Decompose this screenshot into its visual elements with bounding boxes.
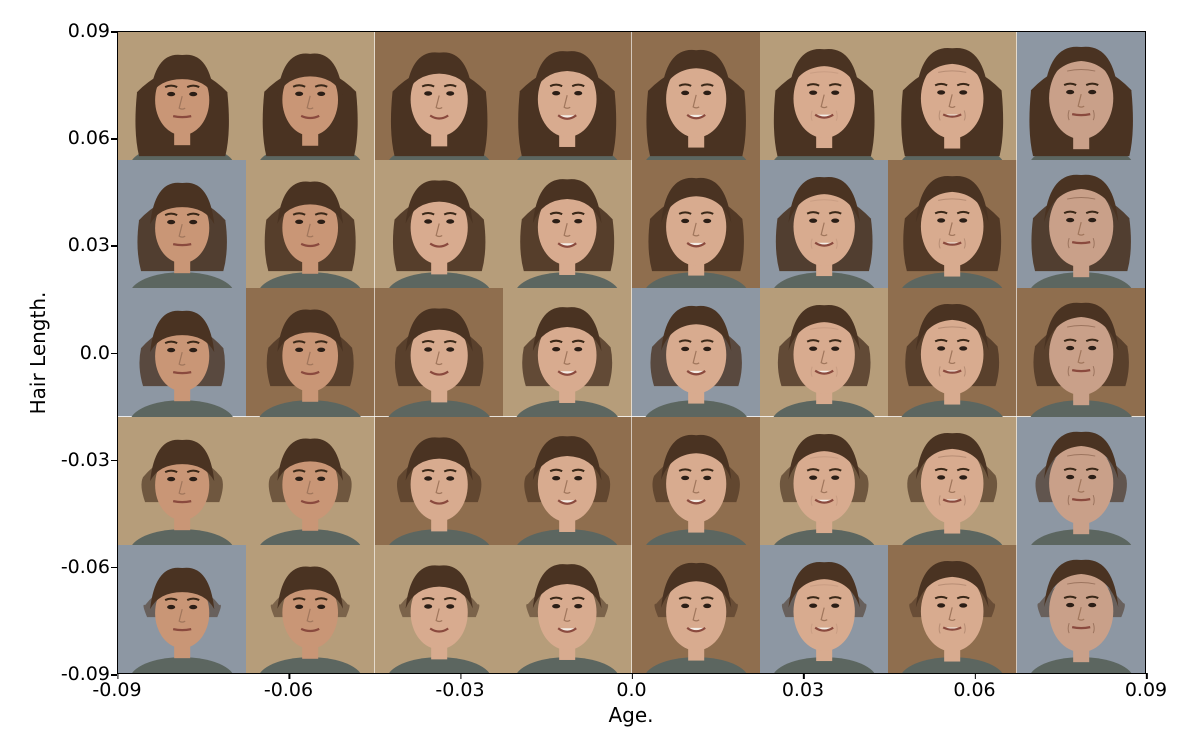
face-portrait: [374, 416, 504, 545]
face-cell: [759, 160, 889, 289]
face-cell: [888, 32, 1017, 161]
image-grid-plot: [117, 31, 1146, 674]
y-tick-label: 0.0: [0, 343, 117, 363]
face-cell: [631, 32, 760, 161]
x-tick-label: 0.0: [616, 673, 647, 701]
face-portrait: [246, 416, 375, 545]
face-cell: [631, 288, 760, 417]
face-portrait: [246, 288, 375, 417]
face-cell: [759, 416, 889, 545]
face-portrait: [374, 288, 504, 417]
face-cell: [888, 416, 1017, 545]
face-portrait: [888, 32, 1017, 161]
x-axis-label: Age.: [608, 703, 654, 727]
face-portrait: [374, 544, 504, 673]
face-cell: [374, 288, 504, 417]
face-portrait: [759, 288, 889, 417]
y-tick-label: 0.09: [0, 21, 117, 41]
face-cell: [888, 288, 1017, 417]
face-cell: [1016, 32, 1145, 161]
x-tick-label: 0.06: [953, 673, 996, 701]
face-cell: [631, 544, 760, 673]
y-tick-label: 0.03: [0, 235, 117, 255]
face-cell: [503, 160, 632, 289]
face-cell: [1016, 160, 1145, 289]
face-portrait: [1016, 544, 1145, 673]
face-portrait: [503, 160, 632, 289]
face-portrait: [118, 416, 247, 545]
face-cell: [374, 32, 504, 161]
face-portrait: [1016, 160, 1145, 289]
face-cell: [759, 544, 889, 673]
face-portrait: [631, 416, 760, 545]
x-tick-label: -0.03: [435, 673, 485, 701]
face-cell: [118, 32, 247, 161]
face-cell: [503, 544, 632, 673]
face-cell: [246, 32, 375, 161]
face-portrait: [759, 416, 889, 545]
y-axis-label: Hair Length.: [26, 291, 50, 415]
face-cell: [1016, 544, 1145, 673]
face-grid: [118, 32, 1145, 673]
face-portrait: [503, 32, 632, 161]
face-cell: [631, 160, 760, 289]
face-cell: [503, 32, 632, 161]
face-portrait: [759, 544, 889, 673]
face-cell: [888, 160, 1017, 289]
face-portrait: [888, 160, 1017, 289]
face-portrait: [759, 160, 889, 289]
face-cell: [246, 160, 375, 289]
y-tick-label: -0.06: [0, 557, 117, 577]
face-cell: [503, 288, 632, 417]
face-portrait: [631, 288, 760, 417]
face-portrait: [118, 288, 247, 417]
face-portrait: [503, 416, 632, 545]
face-cell: [374, 416, 504, 545]
face-portrait: [374, 160, 504, 289]
x-tick-label: -0.09: [92, 673, 142, 701]
face-portrait: [1016, 288, 1145, 417]
face-portrait: [759, 32, 889, 161]
face-cell: [888, 544, 1017, 673]
face-cell: [374, 160, 504, 289]
face-portrait: [631, 544, 760, 673]
face-portrait: [888, 416, 1017, 545]
y-tick-label: 0.06: [0, 128, 117, 148]
face-portrait: [118, 544, 247, 673]
x-tick-label: -0.06: [263, 673, 314, 701]
face-portrait: [1016, 416, 1145, 545]
face-cell: [246, 544, 375, 673]
face-portrait: [631, 32, 760, 161]
face-portrait: [118, 160, 247, 289]
face-cell: [1016, 416, 1145, 545]
face-cell: [759, 32, 889, 161]
face-portrait: [631, 160, 760, 289]
face-portrait: [888, 544, 1017, 673]
x-tick-label: 0.09: [1124, 673, 1168, 701]
face-portrait: [503, 288, 632, 417]
face-cell: [118, 416, 247, 545]
face-portrait: [503, 544, 632, 673]
face-portrait: [374, 32, 504, 161]
face-portrait: [246, 544, 375, 673]
face-portrait: [118, 32, 247, 161]
face-cell: [246, 416, 375, 545]
x-tick-label: 0.03: [781, 673, 825, 701]
face-portrait: [888, 288, 1017, 417]
face-portrait: [246, 32, 375, 161]
face-cell: [759, 288, 889, 417]
face-cell: [118, 160, 247, 289]
face-cell: [1016, 288, 1145, 417]
face-cell: [118, 544, 247, 673]
face-cell: [246, 288, 375, 417]
face-cell: [631, 416, 760, 545]
face-cell: [118, 288, 247, 417]
y-tick-label: -0.03: [0, 450, 117, 470]
y-tick-label: -0.09: [0, 664, 117, 684]
face-portrait: [246, 160, 375, 289]
face-portrait: [1016, 32, 1145, 161]
face-cell: [374, 544, 504, 673]
face-cell: [503, 416, 632, 545]
